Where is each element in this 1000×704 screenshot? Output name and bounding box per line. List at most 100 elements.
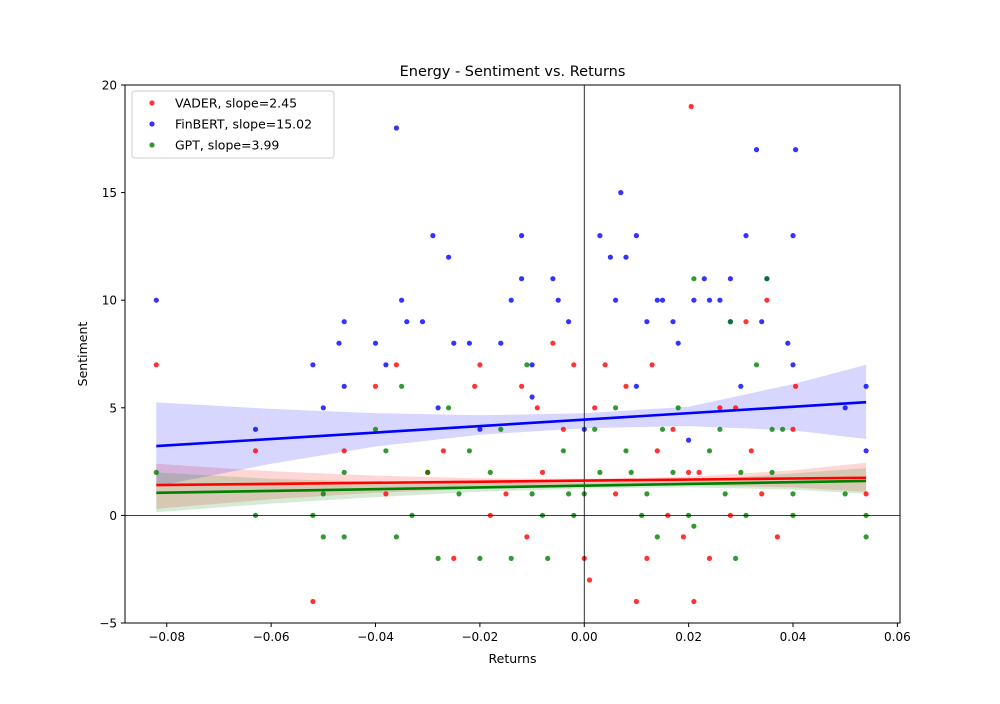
gpt-point — [863, 534, 869, 540]
finbert-point — [654, 297, 660, 303]
vader-point — [748, 448, 754, 454]
gpt-point — [790, 491, 796, 497]
vader-point — [706, 555, 713, 562]
x-tick-label: 0.06 — [884, 630, 911, 644]
finbert-point — [675, 340, 681, 346]
finbert-point — [785, 340, 791, 346]
finbert-point — [633, 383, 640, 389]
vader-point — [759, 491, 765, 497]
vader-regression-line — [156, 476, 867, 487]
vader-point — [743, 319, 749, 325]
gpt-point — [560, 448, 567, 454]
gpt-point — [320, 491, 326, 497]
finbert-point — [451, 340, 457, 346]
vader-point — [519, 383, 525, 389]
vader-point — [372, 383, 379, 389]
finbert-legend-label: FinBERT, slope=15.02 — [175, 117, 312, 132]
gpt-point — [613, 405, 619, 411]
vader-point — [252, 448, 259, 454]
vader-legend-label: VADER, slope=2.45 — [175, 96, 297, 111]
gpt-point — [456, 491, 462, 497]
finbert-point — [372, 340, 379, 346]
vader-legend-marker — [149, 100, 155, 106]
finbert-point — [508, 297, 514, 303]
gpt-point — [566, 491, 572, 497]
vader-point — [717, 405, 723, 411]
gpt-point — [372, 426, 379, 432]
vader-point — [680, 534, 687, 540]
vader-point — [696, 469, 702, 475]
finbert-point — [252, 426, 259, 432]
finbert-point — [336, 340, 342, 346]
gpt-point — [842, 491, 848, 497]
finbert-point — [618, 190, 624, 196]
gpt-point — [691, 523, 697, 529]
gpt-point — [341, 534, 347, 540]
gpt-point — [399, 383, 405, 389]
vader-point — [534, 405, 540, 411]
x-axis-label: Returns — [489, 651, 537, 666]
x-tick-label: 0.02 — [675, 630, 702, 644]
vader-point — [592, 405, 598, 411]
x-tick-label: −0.08 — [148, 630, 185, 644]
gpt-point — [675, 405, 681, 411]
legend: VADER, slope=2.45 FinBERT, slope=15.02 GPT… — [131, 90, 335, 159]
vader-point — [393, 362, 399, 368]
gpt-point — [498, 426, 504, 432]
finbert-point — [790, 362, 796, 368]
vader-point — [472, 383, 478, 389]
finbert-point — [701, 276, 707, 282]
x-tick-label: −0.02 — [461, 630, 498, 644]
finbert-legend-marker — [149, 121, 155, 127]
y-tick-label: 15 — [102, 186, 117, 200]
gpt-point — [780, 426, 786, 432]
finbert-point — [419, 319, 426, 325]
plot-frame — [124, 84, 901, 624]
gpt-point — [383, 448, 389, 454]
vader-point — [764, 297, 770, 303]
x-tick-label: −0.04 — [357, 630, 394, 644]
finbert-point — [738, 383, 744, 389]
gpt-point — [691, 276, 697, 282]
vader-point — [586, 577, 593, 583]
finbert-point — [863, 383, 869, 389]
finbert-point — [717, 297, 723, 303]
gpt-point — [487, 469, 493, 475]
finbert-regression-line — [156, 400, 867, 448]
finbert-point — [519, 233, 525, 239]
gpt-point — [435, 555, 441, 562]
vader-point — [550, 340, 556, 346]
vader-point — [310, 598, 316, 605]
gpt-point — [769, 469, 775, 475]
finbert-point — [686, 437, 692, 443]
finbert-point — [519, 276, 525, 282]
finbert-point — [759, 319, 765, 325]
finbert-point — [446, 254, 452, 260]
vader-point — [560, 426, 567, 432]
vader-point — [539, 469, 546, 475]
gpt-point — [446, 405, 452, 411]
x-tick-label: 0.00 — [571, 630, 598, 644]
finbert-point — [607, 254, 614, 260]
vader-point — [383, 491, 389, 497]
finbert-point — [404, 319, 410, 325]
finbert-point — [383, 362, 389, 368]
gpt-point — [644, 491, 650, 497]
gpt-legend-label: GPT, slope=3.99 — [175, 138, 279, 153]
vader-point — [602, 362, 608, 368]
vader-point — [649, 362, 655, 368]
vader-point — [654, 448, 660, 454]
vader-point — [774, 534, 781, 540]
finbert-point — [706, 297, 713, 303]
vader-point — [644, 555, 650, 562]
y-tick-label: 10 — [102, 294, 117, 308]
vader-point — [691, 598, 697, 605]
finbert-confidence-band — [156, 364, 867, 487]
gpt-regression-line — [156, 479, 867, 495]
finbert-point — [566, 319, 572, 325]
legend-box — [131, 90, 335, 159]
gpt-point — [722, 491, 728, 497]
finbert-point — [529, 362, 535, 368]
